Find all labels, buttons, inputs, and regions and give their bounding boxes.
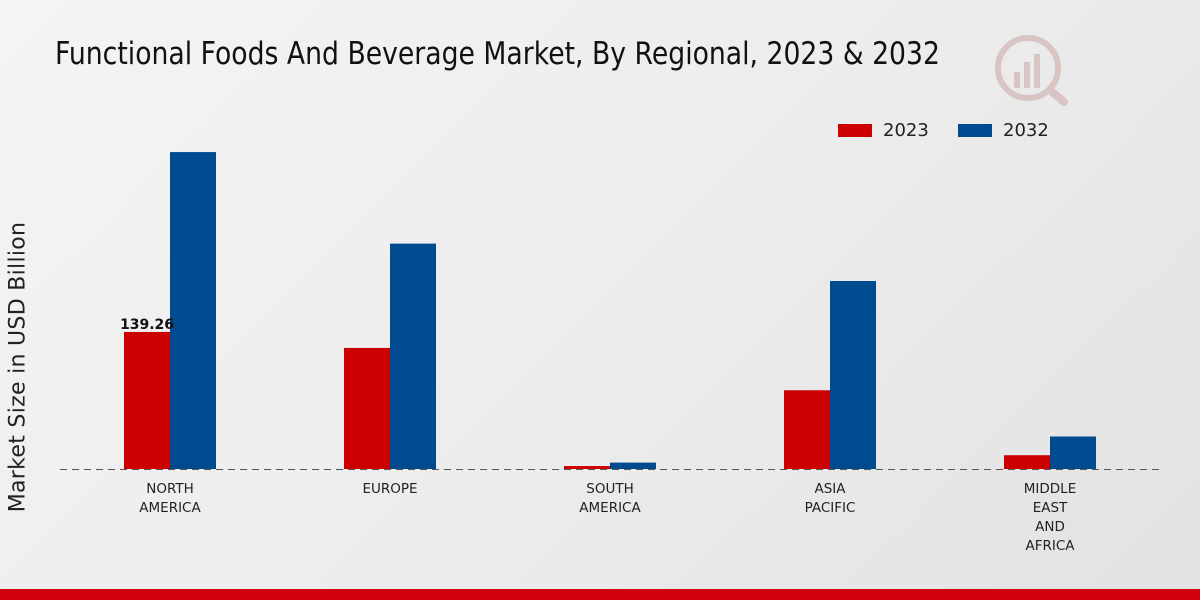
x-tick-label: ASIA [814, 481, 846, 497]
bar-2023-asia-pacific [784, 390, 830, 469]
legend-label-2032: 2032 [1003, 120, 1049, 141]
data-label: 139.26 [120, 317, 174, 333]
bar-2032-europe [390, 243, 436, 469]
legend-item-2032: 2032 [958, 120, 1049, 141]
x-tick-label: EAST [1033, 500, 1068, 516]
x-tick-label: SOUTH [586, 481, 633, 497]
bar-2023-middle-east-and-africa [1004, 455, 1050, 469]
x-tick-label: EUROPE [362, 481, 417, 497]
bottom-accent-bar [0, 589, 1200, 600]
bar-2023-europe [344, 347, 390, 469]
x-tick-label: AMERICA [139, 500, 201, 516]
chart-title: Functional Foods And Beverage Market, By… [55, 36, 940, 72]
bar-2023-north-america [124, 331, 170, 469]
legend-item-2023: 2023 [838, 120, 929, 141]
x-tick-label: NORTH [146, 481, 194, 497]
x-tick-label: AMERICA [579, 500, 641, 516]
legend-label-2023: 2023 [883, 120, 929, 141]
bar-2032-south-america [610, 462, 656, 469]
bar-2032-asia-pacific [830, 281, 876, 469]
legend-swatch-2032 [958, 124, 992, 137]
x-tick-label: AFRICA [1025, 538, 1075, 554]
legend-swatch-2023 [838, 124, 872, 137]
watermark-logo-icon [995, 35, 1068, 106]
bar-2032-north-america [170, 152, 216, 469]
x-tick-label: MIDDLE [1024, 481, 1076, 497]
x-tick-label: PACIFIC [805, 500, 856, 516]
bar-2032-middle-east-and-africa [1050, 436, 1096, 469]
x-tick-label: AND [1035, 519, 1065, 535]
bar-2023-south-america [564, 466, 610, 469]
